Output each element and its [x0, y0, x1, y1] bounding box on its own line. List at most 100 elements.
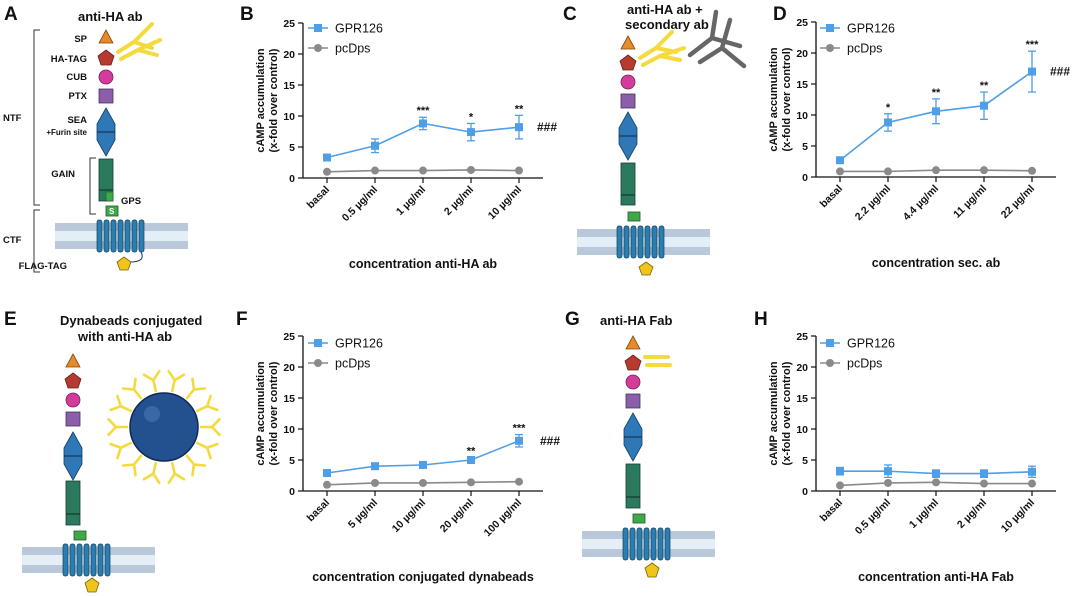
- chart-f-x-tick-label: 10 µg/ml: [390, 497, 428, 535]
- chart-f-y-tick-label: 0: [289, 486, 295, 498]
- chart-d-significance-mark: ***: [1026, 39, 1040, 51]
- label-gps: GPS: [121, 196, 141, 207]
- chart-b-x-tick-label: 1 µg/ml: [394, 184, 428, 218]
- chart-b-pcdps-point: [419, 166, 427, 175]
- c-terminal-tail: [129, 251, 143, 263]
- label-cub: CUB: [66, 72, 87, 83]
- chart-b-legend-pcdps-label: pcDps: [335, 42, 370, 56]
- bead-antibody: [185, 377, 206, 400]
- dynabead-highlight: [144, 406, 160, 422]
- chart-d-gpr126-point: [932, 107, 940, 116]
- chart-f-x-axis-title: concentration conjugated dynabeads: [312, 570, 534, 584]
- g-cub-domain-icon: [625, 374, 641, 390]
- c-seven-tm-helices-icon: [616, 225, 665, 259]
- chart-d-legend: GPR126 pcDps: [820, 22, 895, 56]
- chart-d-pcdps-point: [836, 167, 844, 176]
- chart-f-pcdps-point: [371, 478, 379, 487]
- chart-f-pcdps-point: [467, 478, 475, 487]
- chart-h-gpr126-point: [884, 467, 892, 476]
- chart-f-y-tick-label: 10: [283, 424, 295, 436]
- chart-h-x-axis-title: concentration anti-HA Fab: [858, 570, 1014, 584]
- chart-f-y-tick-label: 25: [283, 331, 295, 343]
- chart-f-x-tick-label: 100 µg/ml: [482, 497, 525, 540]
- antibody-conjugated-dynabead-icon: [107, 369, 221, 485]
- ctf-bracket: [33, 209, 40, 273]
- gps-end-icon: [105, 191, 114, 202]
- chart-f-y-axis-title-line2: (x-fold over control): [268, 361, 280, 465]
- g-gps-stachel-icon: [632, 513, 646, 524]
- chart-d-y-axis-title-line1: cAMP accumulation: [768, 47, 780, 152]
- chart-d-legend-gpr126-label: GPR126: [847, 22, 895, 36]
- chart-f-legend-pcdps-label: pcDps: [335, 357, 370, 371]
- chart-h-x-tick-label: basal: [818, 497, 846, 525]
- chart-b-legend-gpr126-label: GPR126: [335, 22, 383, 36]
- chart-d-y-axis-title-line2: (x-fold over control): [781, 47, 793, 151]
- bead-antibody: [107, 417, 129, 437]
- panel-e-title-line1: Dynabeads conjugated: [60, 313, 202, 328]
- chart-h-pcdps-point: [884, 478, 892, 487]
- gps-stachel-icon: [105, 205, 119, 217]
- chart-d-gpr126-point: [836, 156, 844, 165]
- chart-f-legend-gpr126-label: GPR126: [335, 337, 383, 351]
- chart-b-gpr126-point: [515, 123, 523, 132]
- chart-b-y-tick-label: 10: [283, 111, 295, 123]
- c-anti-ha-antibody-icon: [638, 30, 686, 67]
- label-furin-site: +Furin site: [46, 128, 87, 137]
- chart-d-pcdps-point: [980, 166, 988, 175]
- chart-h-pcdps-point: [836, 481, 844, 490]
- chart-h-x-tick-label: 1 µg/ml: [907, 497, 941, 531]
- bead-antibody: [109, 441, 132, 460]
- chart-d-x-tick-label: 2.2 µg/ml: [853, 183, 893, 223]
- ha-tag-pentagon-icon: [97, 49, 115, 66]
- panel-h-label: H: [754, 309, 768, 330]
- chart-b-y-tick-label: 0: [289, 173, 295, 185]
- chart-f-x-tick-label: basal: [305, 497, 333, 525]
- bead-antibody: [109, 394, 132, 413]
- label-ha-tag: HA-TAG: [51, 54, 87, 65]
- chart-b-y-axis-title-line2: (x-fold over control): [268, 48, 280, 152]
- chart-f-gpr126-point: [323, 469, 331, 478]
- chart-d-y-tick-label: 10: [796, 110, 808, 122]
- chart-d-legend-pcdps-label: pcDps: [847, 42, 882, 56]
- chart-d-y-tick-label: 15: [796, 79, 808, 91]
- sp-triangle-icon: [98, 29, 114, 44]
- chart-h-x-tick-label: 2 µg/ml: [955, 497, 989, 531]
- chart-d-x-axis-title: concentration sec. ab: [872, 256, 1001, 270]
- chart-d-significance-mark: **: [980, 80, 989, 92]
- chart-h-legend-pcdps-marker: [826, 359, 834, 367]
- chart-b-y-tick-label: 25: [283, 18, 295, 30]
- chart-f-significance-mark: **: [467, 446, 476, 458]
- chart-h-y-tick-label: 10: [796, 424, 808, 436]
- g-ha-tag-pentagon-icon: [624, 354, 642, 371]
- chart-d-x-tick-label: 11 µg/ml: [951, 183, 989, 221]
- chart-b: 0 5 10 15 20 25 basal 0.5 µg/ml 1 µg/ml 2 µg/ml 10…: [255, 18, 557, 271]
- chart-f-y-tick-label: 15: [283, 393, 295, 405]
- chart-b-y-tick-label: 15: [283, 80, 295, 92]
- chart-b-x-tick-label: 2 µg/ml: [442, 184, 476, 218]
- e-ptx-domain-icon: [65, 411, 81, 427]
- chart-h-pcdps-point: [932, 478, 940, 487]
- label-ntf: NTF: [3, 113, 22, 124]
- ntf-bracket: [33, 29, 40, 206]
- e-sp-triangle-icon: [65, 353, 81, 368]
- chart-h-legend-pcdps-label: pcDps: [847, 357, 882, 371]
- c-cub-domain-icon: [620, 74, 636, 90]
- chart-f-gpr126-point: [515, 436, 523, 445]
- chart-f-gpr126-point: [371, 462, 379, 471]
- panel-d-label: D: [773, 4, 787, 25]
- secondary-antibody-icon: [687, 9, 747, 69]
- label-flag-tag: FLAG-TAG: [19, 261, 67, 272]
- chart-b-significance-mark: ***: [417, 105, 431, 117]
- chart-b-y-tick-label: 5: [289, 142, 295, 154]
- chart-b-legend-pcdps-marker: [314, 44, 322, 52]
- bead-antibody: [199, 417, 221, 437]
- gps-stachel-letter: S: [109, 207, 115, 216]
- bead-antibody: [196, 441, 219, 460]
- chart-f-pcdps-point: [323, 480, 331, 489]
- label-gain: GAIN: [51, 169, 75, 180]
- chart-d-pcdps-point: [1028, 166, 1036, 175]
- chart-b-y-tick-label: 20: [283, 49, 295, 61]
- bead-antibody: [142, 369, 161, 393]
- chart-b-y-axis-title-line1: cAMP accumulation: [255, 48, 267, 153]
- c-membrane-bottom: [577, 247, 710, 255]
